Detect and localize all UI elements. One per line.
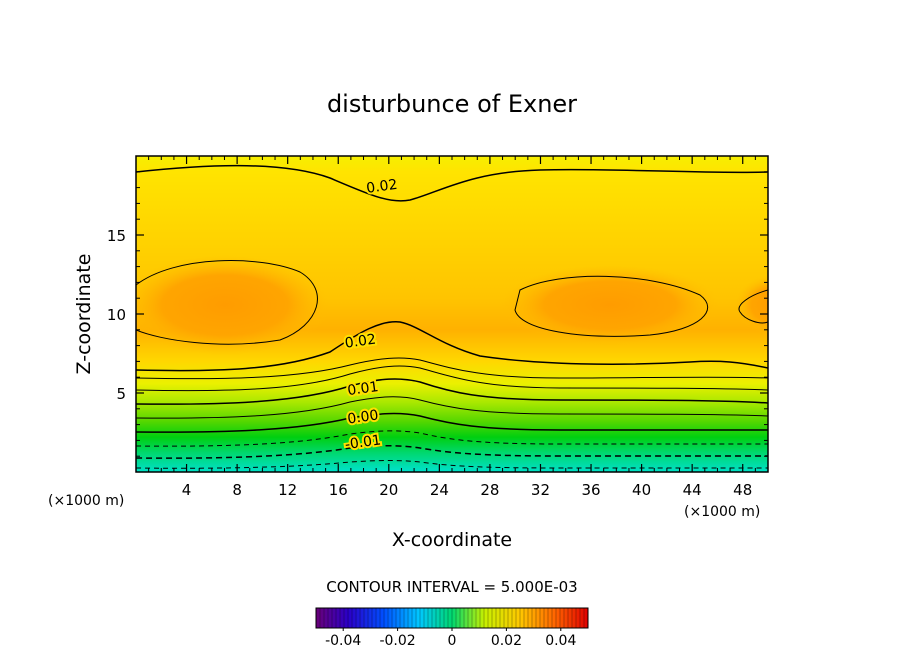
high-blob-left	[136, 255, 330, 355]
x-tick-label: 20	[379, 481, 398, 499]
high-blob-right-edge	[735, 275, 768, 335]
y-tick-label: 10	[107, 306, 126, 324]
contour-label: 0.00	[346, 407, 379, 427]
x-tick-label: 4	[182, 481, 192, 499]
colorbar-tick-label: 0	[448, 633, 457, 649]
x-tick-label: 32	[531, 481, 550, 499]
high-blob-right	[500, 265, 720, 345]
contour-line	[514, 275, 709, 337]
x-tick-label: 24	[430, 481, 449, 499]
contour-line	[136, 365, 768, 392]
contour-line	[136, 357, 768, 380]
contour-line	[738, 289, 768, 324]
y-axis-label: Z-coordinate	[73, 254, 95, 375]
x-tick-label: 36	[581, 481, 600, 499]
x-tick-label: 48	[733, 481, 752, 499]
colorbar-stripes	[319, 608, 585, 628]
chart-title: disturbunce of Exner	[327, 90, 577, 118]
contour-line	[136, 430, 768, 447]
colorbar-tick-label: -0.02	[379, 633, 415, 649]
contour-line	[136, 445, 768, 459]
low-cyan-region	[240, 442, 540, 472]
contour-label-layer: 0.020.020.010.00-0.01	[342, 175, 401, 455]
colorbar-tick-label: 0.04	[545, 633, 576, 649]
colorbar-tick-label: 0.02	[491, 633, 522, 649]
x-tick-label: 12	[278, 481, 297, 499]
contour-line	[136, 260, 318, 345]
contour-line	[136, 378, 768, 405]
x-unit-right: (×1000 m)	[684, 504, 760, 520]
colorbar-tick-label: -0.04	[325, 633, 361, 649]
colorbar-ticks: -0.04 -0.02 0 0.02 0.04	[325, 628, 576, 649]
x-tick-label: 28	[480, 481, 499, 499]
colorbar: -0.04 -0.02 0 0.02 0.04	[315, 607, 589, 649]
contour-line	[136, 460, 768, 469]
plot-area: 0.020.020.010.00-0.01	[136, 156, 768, 472]
x-axis-label: X-coordinate	[392, 529, 512, 551]
x-tick-label: 40	[632, 481, 651, 499]
contour-line	[136, 396, 768, 419]
contour-line	[136, 164, 768, 202]
x-unit-left: (×1000 m)	[48, 493, 124, 509]
x-tick-label: 44	[683, 481, 702, 499]
y-tick-label: 5	[116, 385, 126, 403]
contour-interval-label: CONTOUR INTERVAL = 5.000E-03	[326, 578, 577, 596]
y-tick-label: 15	[107, 227, 126, 245]
contour-lines	[136, 164, 768, 469]
x-tick-label: 8	[232, 481, 242, 499]
contour-line	[136, 412, 768, 433]
contour-line	[136, 321, 768, 372]
x-tick-label: 16	[329, 481, 348, 499]
